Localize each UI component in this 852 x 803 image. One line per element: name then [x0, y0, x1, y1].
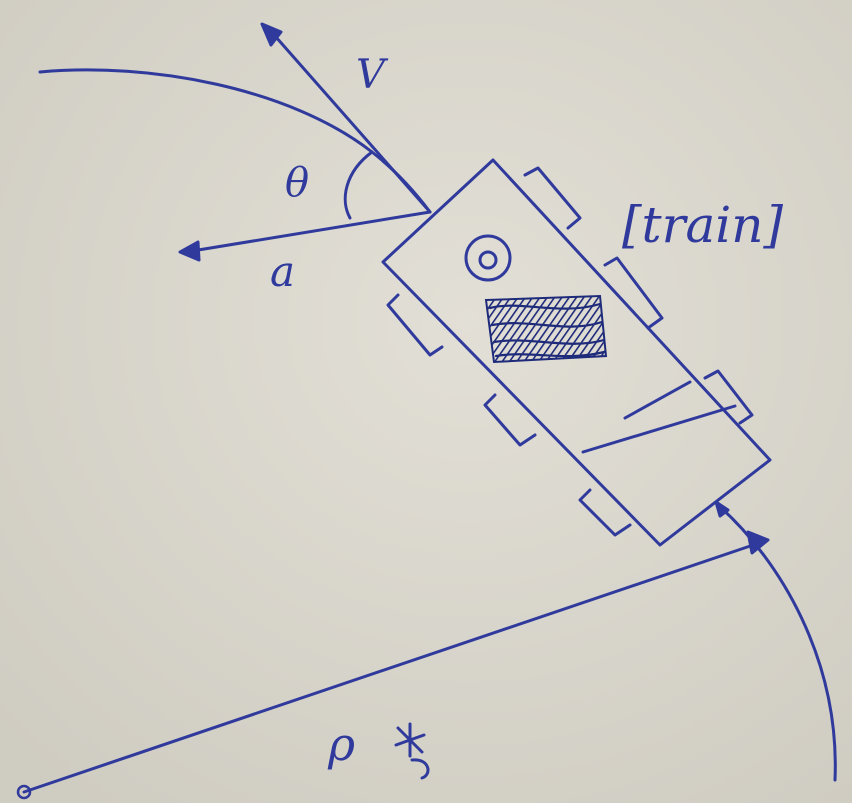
velocity-arrowhead [260, 22, 283, 47]
velocity-label: V [356, 52, 389, 98]
trajectory-lower-arc [716, 503, 837, 782]
star-mark [394, 722, 430, 780]
center-point [16, 784, 32, 800]
velocity-vector [266, 26, 432, 214]
train-body-stripe [623, 380, 692, 420]
train-wheel [523, 166, 582, 230]
acceleration-arrowhead [178, 240, 201, 262]
train-wheel [483, 393, 537, 447]
object-label: [train] [622, 196, 784, 254]
radius-arrowhead [746, 530, 770, 555]
trajectory-lower-arrowhead [714, 500, 730, 518]
train-emblem-outer [464, 234, 512, 282]
train-wheel [703, 369, 754, 425]
scribbled-text-block [484, 294, 608, 364]
train-body-stripe [581, 404, 737, 454]
train-emblem-inner [478, 250, 498, 270]
train-wheel [386, 293, 444, 357]
radius-label: ρ [327, 717, 355, 771]
train-wheel [603, 256, 664, 330]
radius-vector [22, 540, 764, 794]
acceleration-vector [184, 210, 432, 254]
train-body [381, 158, 772, 547]
angle-label: θ [285, 160, 309, 206]
acceleration-label: a [270, 247, 295, 296]
train-wheel [578, 488, 632, 537]
angle-arc [343, 150, 374, 220]
